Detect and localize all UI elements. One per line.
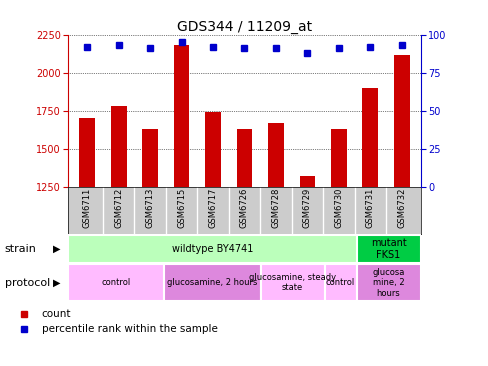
Bar [299, 176, 315, 187]
Text: glucosamine, steady
state: glucosamine, steady state [248, 273, 335, 292]
Bar [267, 123, 283, 187]
Text: percentile rank within the sample: percentile rank within the sample [41, 324, 217, 334]
Text: protocol: protocol [5, 278, 50, 288]
Bar [142, 129, 158, 187]
Text: glucosamine, 2 hours: glucosamine, 2 hours [167, 278, 257, 287]
Text: GSM6715: GSM6715 [177, 188, 186, 228]
Bar [330, 129, 346, 187]
Bar [205, 112, 221, 187]
Text: glucosa
mine, 2
hours: glucosa mine, 2 hours [371, 268, 404, 298]
Bar [111, 106, 126, 187]
Bar [260, 264, 324, 301]
Bar [164, 264, 260, 301]
Bar [324, 264, 356, 301]
Text: GSM6731: GSM6731 [365, 188, 374, 228]
Text: GSM6711: GSM6711 [82, 188, 92, 228]
Title: GDS344 / 11209_at: GDS344 / 11209_at [177, 20, 311, 34]
Text: control: control [325, 278, 354, 287]
Bar [356, 264, 420, 301]
Bar [362, 88, 377, 187]
Text: GSM6712: GSM6712 [114, 188, 123, 228]
Text: GSM6713: GSM6713 [145, 188, 154, 228]
Text: control: control [102, 278, 131, 287]
Text: GSM6730: GSM6730 [334, 188, 343, 228]
Text: GSM6726: GSM6726 [240, 188, 248, 228]
Bar [68, 235, 356, 263]
Text: GSM6728: GSM6728 [271, 188, 280, 228]
Bar [236, 129, 252, 187]
Bar [393, 55, 409, 187]
Text: ▶: ▶ [52, 278, 60, 288]
Text: GSM6732: GSM6732 [396, 188, 406, 228]
Text: count: count [41, 309, 71, 318]
Text: wildtype BY4741: wildtype BY4741 [171, 244, 253, 254]
Bar [173, 45, 189, 187]
Text: GSM6729: GSM6729 [302, 188, 311, 228]
Text: strain: strain [5, 244, 37, 254]
Text: mutant
FKS1: mutant FKS1 [370, 238, 406, 260]
Text: GSM6717: GSM6717 [208, 188, 217, 228]
Bar [79, 118, 95, 187]
Text: ▶: ▶ [52, 244, 60, 254]
Bar [356, 235, 420, 263]
Bar [68, 264, 164, 301]
